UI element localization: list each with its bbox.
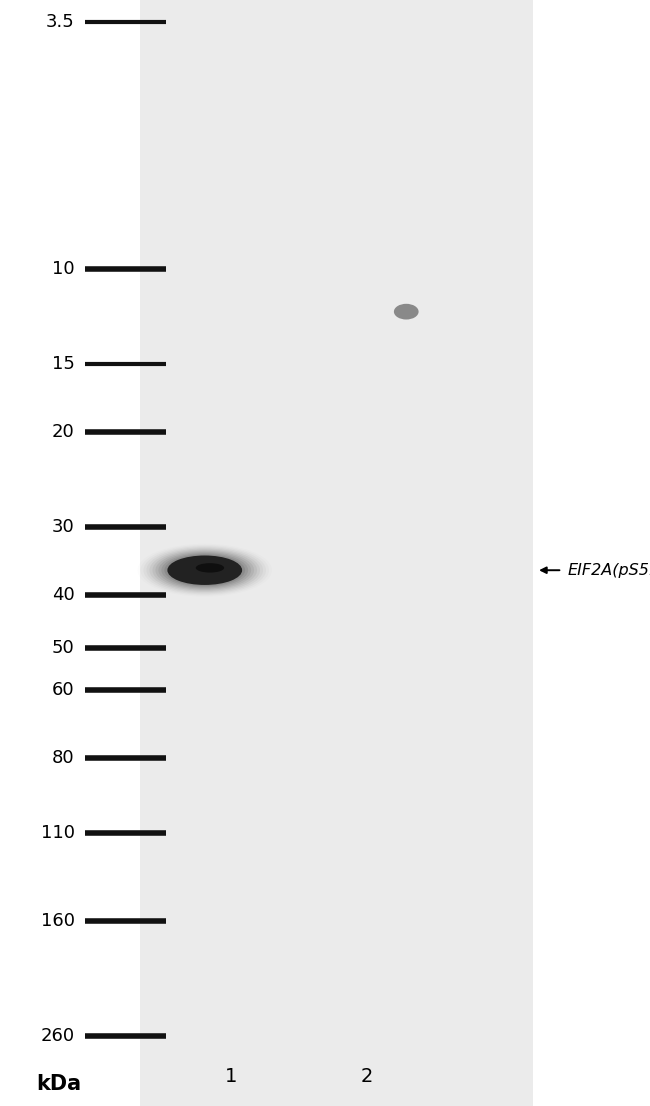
Bar bbox=[140, 0, 533, 1106]
Ellipse shape bbox=[394, 304, 419, 320]
Text: 160: 160 bbox=[41, 912, 75, 930]
Text: 10: 10 bbox=[52, 260, 75, 278]
Text: 80: 80 bbox=[52, 749, 75, 768]
Ellipse shape bbox=[196, 563, 224, 573]
Ellipse shape bbox=[150, 549, 260, 592]
Ellipse shape bbox=[159, 552, 251, 588]
Text: 2: 2 bbox=[361, 1067, 374, 1086]
Text: 30: 30 bbox=[52, 519, 75, 536]
Ellipse shape bbox=[164, 554, 245, 586]
Text: kDa: kDa bbox=[36, 1074, 81, 1095]
Text: 260: 260 bbox=[40, 1026, 75, 1044]
Ellipse shape bbox=[161, 553, 248, 587]
Ellipse shape bbox=[155, 551, 254, 589]
Text: 110: 110 bbox=[41, 824, 75, 842]
Text: 3.5: 3.5 bbox=[46, 12, 75, 31]
Ellipse shape bbox=[152, 550, 257, 591]
Text: 20: 20 bbox=[52, 422, 75, 441]
Text: 15: 15 bbox=[52, 355, 75, 373]
Text: 40: 40 bbox=[52, 586, 75, 604]
Text: EIF2A(pS51): EIF2A(pS51) bbox=[567, 563, 650, 577]
Text: 1: 1 bbox=[224, 1067, 237, 1086]
Text: 50: 50 bbox=[52, 638, 75, 657]
Ellipse shape bbox=[168, 555, 242, 585]
Text: 60: 60 bbox=[52, 681, 75, 699]
